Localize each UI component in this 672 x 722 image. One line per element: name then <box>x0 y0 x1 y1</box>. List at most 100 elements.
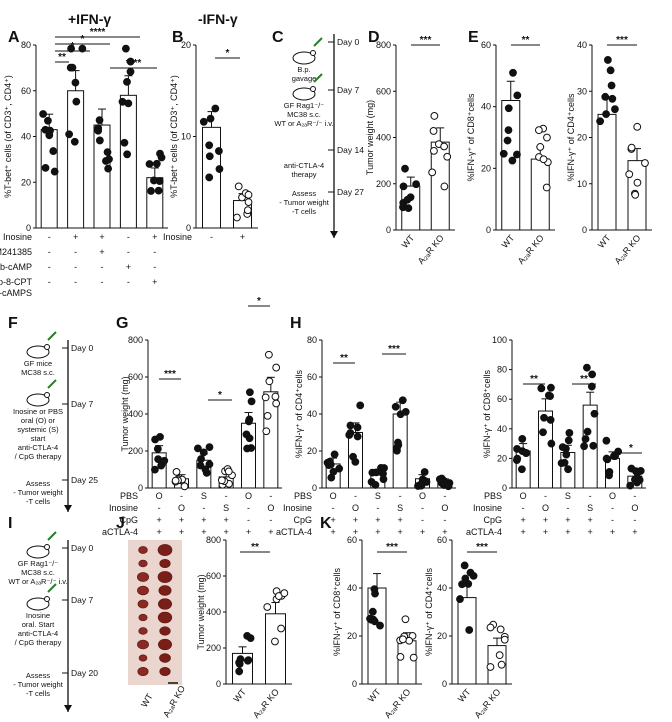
condition-value: + <box>353 515 358 525</box>
y-tick-label: 10 <box>181 132 191 142</box>
timeline-i: Day 0 GF Rag1⁻/⁻MC38 s.c.WT or A₂ₐR⁻/⁻ i.… <box>8 531 98 712</box>
x-tick-label: A₂ₐR KO <box>416 233 446 266</box>
condition-value: - <box>399 491 402 501</box>
condition-value: + <box>73 232 78 242</box>
data-point <box>456 595 464 603</box>
y-axis-label: %T-bet⁺ cells (of CD3⁺, CD4⁺) <box>169 75 179 198</box>
condition-value: + <box>157 527 162 537</box>
data-point <box>589 441 598 450</box>
data-point <box>606 66 615 75</box>
data-point <box>94 124 103 132</box>
tumor-sample <box>157 611 173 624</box>
timeline-event-text: Assess <box>26 671 50 680</box>
bar <box>597 113 617 231</box>
data-point <box>404 204 413 213</box>
data-point <box>590 409 599 418</box>
timeline-event-text: / CpG therapy <box>15 452 62 461</box>
data-point <box>224 467 233 476</box>
timeline-arrow-icon <box>64 505 72 512</box>
data-point <box>154 186 163 195</box>
y-tick-label: 20 <box>181 40 191 50</box>
condition-value: - <box>566 503 569 513</box>
mouse-body <box>26 545 50 559</box>
y-tick-label: 800 <box>206 535 221 545</box>
data-point <box>420 468 429 476</box>
syringe-icon <box>47 583 57 593</box>
condition-value: - <box>74 262 77 272</box>
condition-value: - <box>421 515 424 525</box>
data-point <box>156 432 164 441</box>
tumor-samples <box>137 544 173 677</box>
data-point <box>625 170 634 179</box>
x-tick-label: WT <box>231 686 248 704</box>
data-point <box>562 450 571 459</box>
timeline-day: Day 7 <box>71 399 93 409</box>
tumor-sample <box>157 571 173 583</box>
condition-name: aCTLA-4 <box>102 527 138 537</box>
y-tick-label: 0 <box>216 679 221 689</box>
mouse-ear <box>44 544 50 550</box>
condition-value: S <box>587 503 593 513</box>
data-point <box>235 660 244 668</box>
y-tick-label: 80 <box>21 40 31 50</box>
condition-value: - <box>74 277 77 287</box>
panel-label-a: A <box>8 29 20 46</box>
condition-value: + <box>543 515 548 525</box>
condition-name: aCTLA-4 <box>466 527 502 537</box>
y-tick-label: 400 <box>128 409 143 419</box>
timeline-event-text: MC38 s.c. <box>21 368 55 377</box>
data-point <box>547 439 556 448</box>
timeline-event-text: B.p. <box>297 65 310 74</box>
tumor-sample <box>137 667 149 676</box>
data-point <box>206 114 215 123</box>
timeline-day: Day 27 <box>337 187 364 197</box>
data-point <box>564 436 573 445</box>
timeline-event-text: -T cells <box>292 207 316 216</box>
panel-b-title: -IFN-γ <box>198 11 238 27</box>
y-tick-label: 0 <box>582 225 587 235</box>
significance-label: *** <box>388 344 400 355</box>
panel-label-k: K <box>320 515 332 532</box>
timeline-event-text: GF Rag1⁻/⁻ <box>284 101 324 110</box>
tumor-sample <box>159 626 171 636</box>
data-point <box>217 476 226 485</box>
condition-value: + <box>201 515 206 525</box>
chart-b: 0 10 20 %T-bet⁺ cells (of CD3⁺, CD4⁺) Inosin… <box>163 40 258 242</box>
condition-name: Inosine <box>109 503 138 513</box>
condition-value: - <box>127 247 130 257</box>
data-point <box>41 164 50 172</box>
data-point <box>401 407 410 416</box>
condition-value: S <box>565 491 571 501</box>
y-tick-label: 60 <box>497 394 507 404</box>
data-point <box>104 164 113 173</box>
y-tick-label: 200 <box>206 643 221 653</box>
timeline-event-text: start <box>31 434 47 443</box>
condition-value: O <box>267 503 274 513</box>
condition-name: Rp-8-CPT <box>0 277 32 287</box>
condition-value: - <box>611 515 614 525</box>
condition-value: - <box>332 503 335 513</box>
data-point <box>103 148 112 157</box>
data-point <box>205 141 214 150</box>
data-point <box>513 445 521 453</box>
data-point <box>537 384 546 393</box>
data-point <box>587 382 596 391</box>
data-point <box>41 125 50 134</box>
timeline-event-text: anti-CTLA-4 <box>18 443 58 452</box>
data-point <box>197 455 205 463</box>
y-axis-label: %T-bet⁺ cells (of CD3⁺, CD4⁺) <box>3 75 13 198</box>
condition-value: S <box>397 503 403 513</box>
data-point <box>44 116 52 125</box>
data-point <box>583 427 592 436</box>
data-point <box>379 475 388 484</box>
data-point <box>349 452 357 461</box>
mouse-body <box>26 345 50 359</box>
data-point <box>330 450 339 459</box>
data-point <box>513 150 521 159</box>
data-point <box>151 465 159 474</box>
condition-value: - <box>48 277 51 287</box>
condition-value: + <box>268 527 273 537</box>
data-point <box>376 621 384 630</box>
data-point <box>412 180 421 189</box>
significance-label: ** <box>580 374 588 385</box>
